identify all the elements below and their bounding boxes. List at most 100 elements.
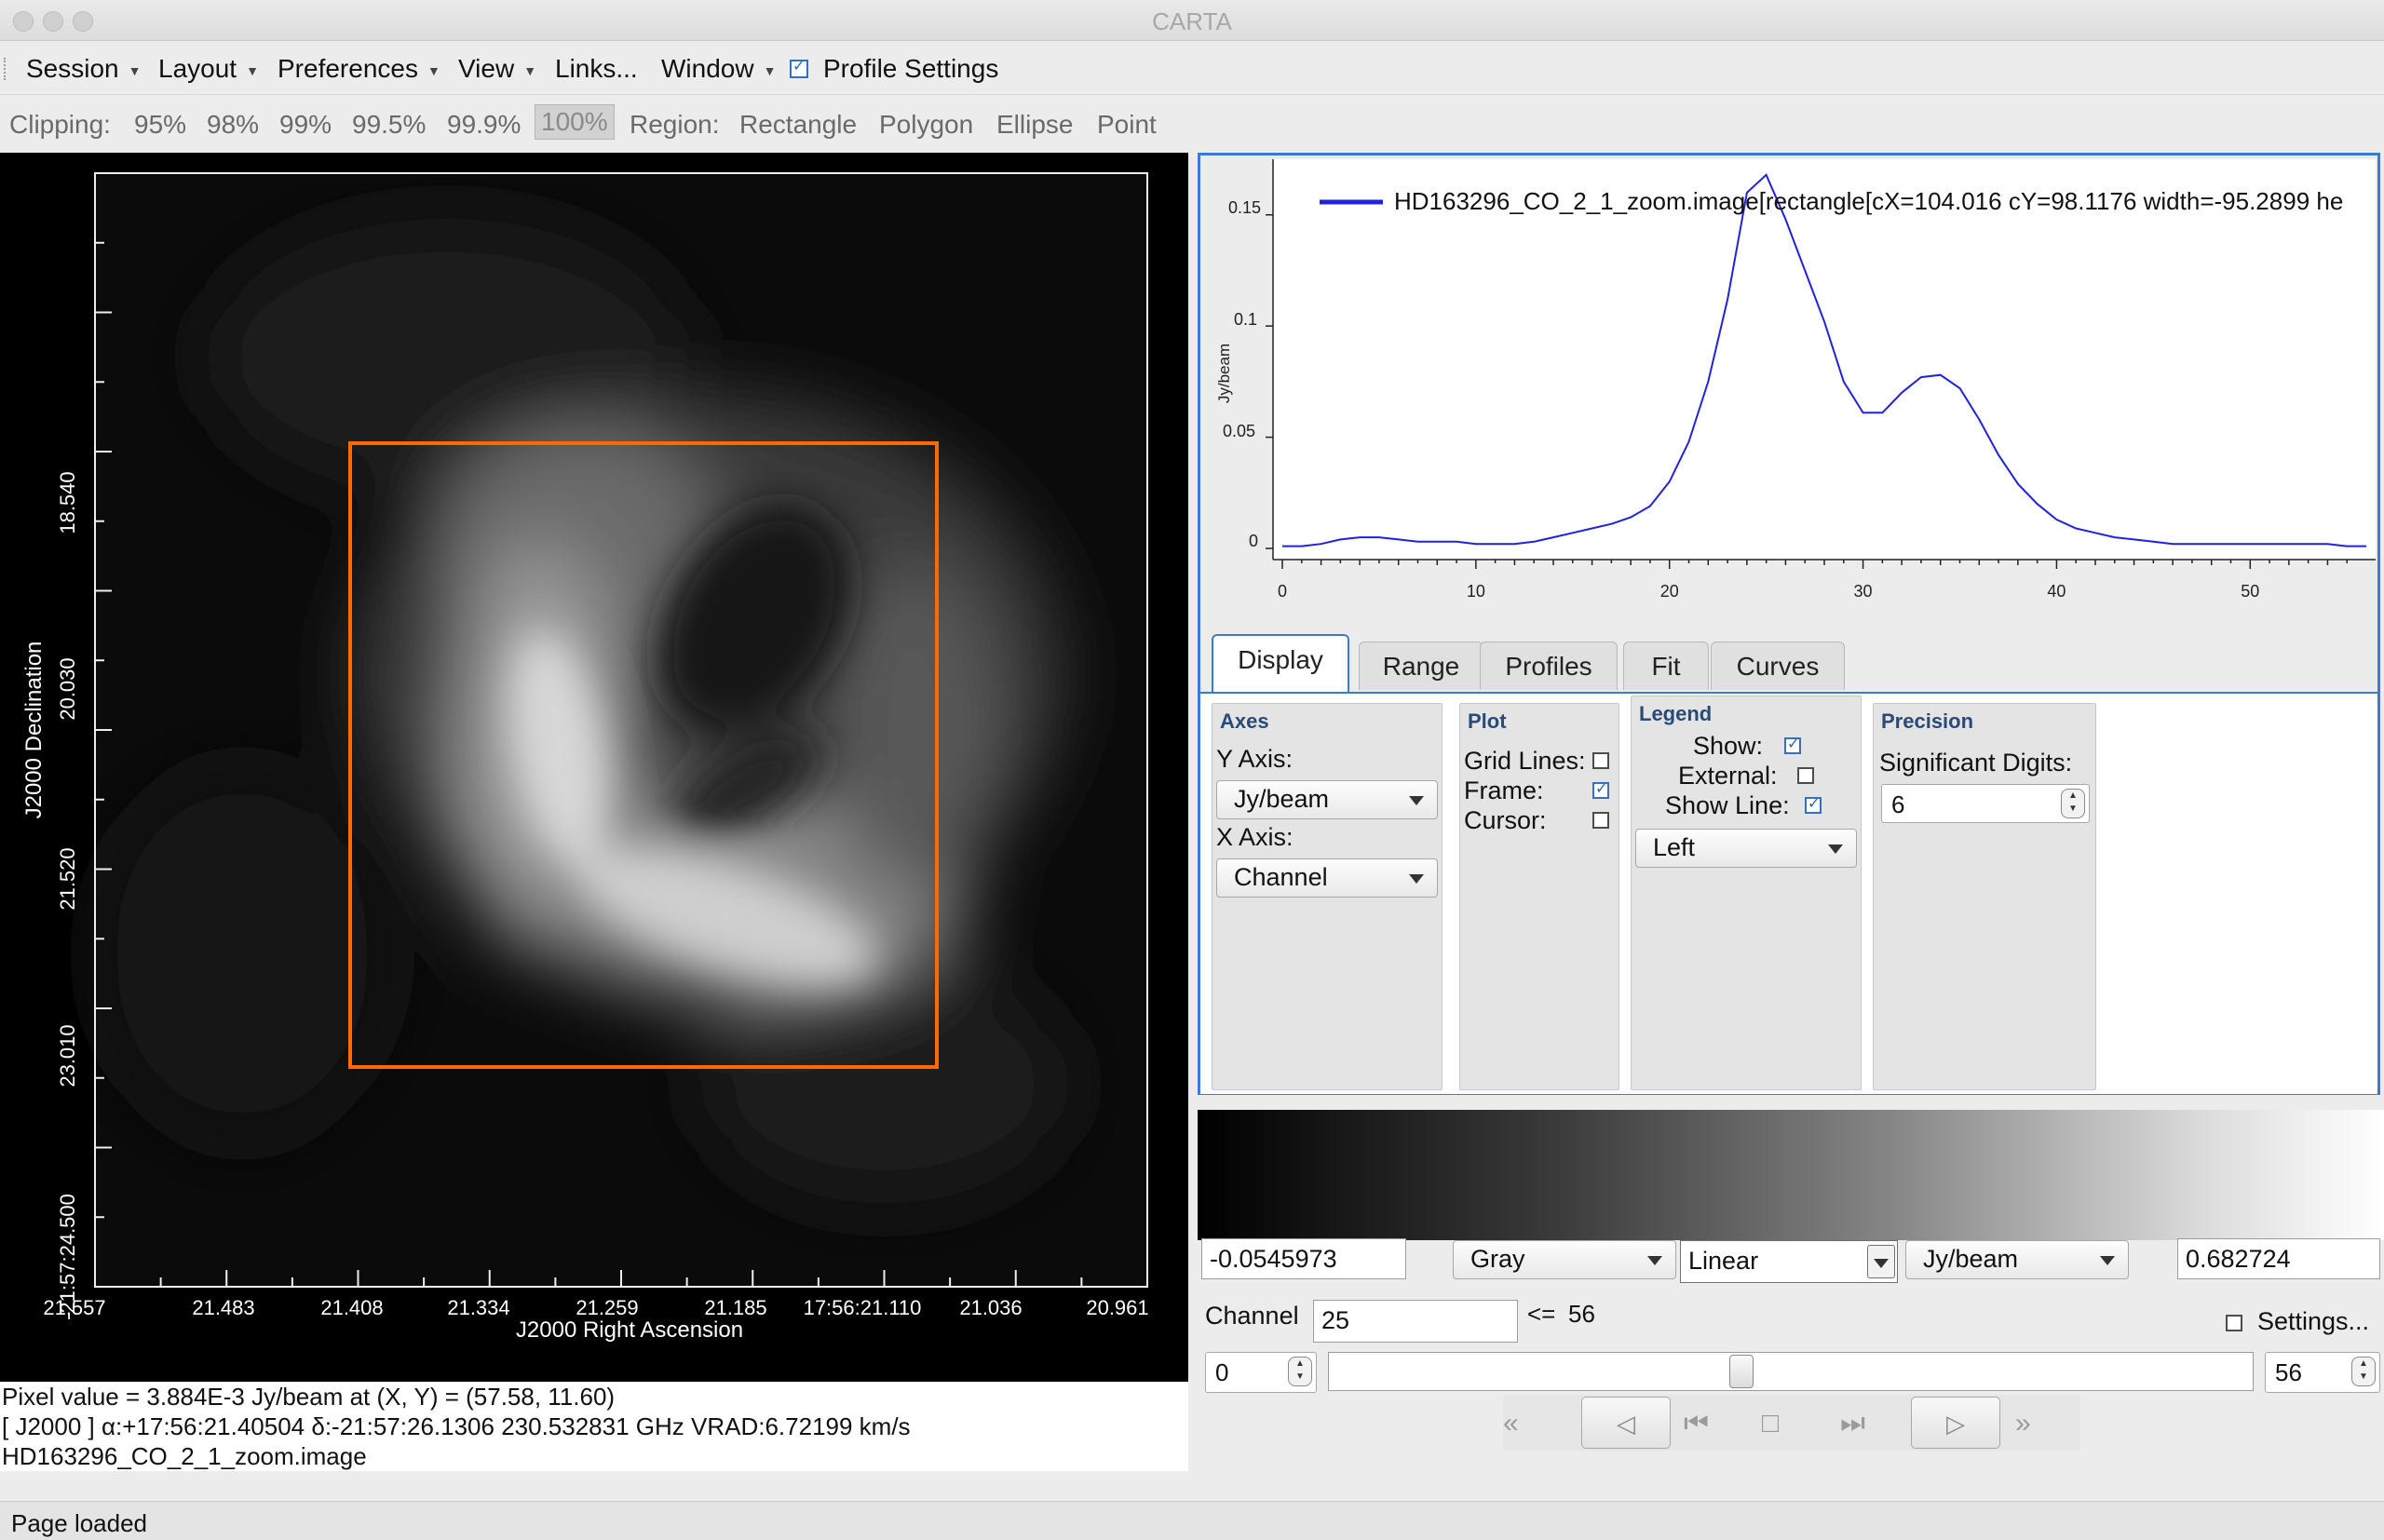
ra-tick-label: 21.408 bbox=[320, 1296, 383, 1319]
region-ellipse-button[interactable]: Ellipse bbox=[996, 110, 1074, 139]
region-rectangle-button[interactable]: Rectangle bbox=[739, 110, 858, 139]
region-label: Region: bbox=[630, 110, 720, 139]
clipping-99-5-button[interactable]: 99.5% bbox=[352, 110, 427, 139]
legend-position-select[interactable]: Left bbox=[1635, 829, 1857, 868]
skip-to-end-icon[interactable]: ⏭ bbox=[1840, 1408, 1865, 1439]
close-window-button[interactable] bbox=[13, 11, 34, 32]
minimize-window-button[interactable] bbox=[43, 11, 63, 32]
profile-chart-svg[interactable] bbox=[1200, 155, 2377, 612]
clipping-100-button[interactable]: 100% bbox=[535, 104, 615, 140]
range-end-input[interactable]: 56 ▲ ▼ bbox=[2265, 1352, 2380, 1393]
y-axis-unit-select[interactable]: Jy/beam bbox=[1216, 780, 1438, 819]
colormap-select[interactable]: Gray bbox=[1453, 1240, 1676, 1279]
world-coordinate-text: [ J2000 ] α:+17:56:21.40504 δ:-21:57:26.… bbox=[2, 1412, 911, 1440]
significant-digits-input[interactable]: 6 ▲ ▼ bbox=[1881, 784, 2090, 823]
plot-group-title: Plot bbox=[1468, 709, 1507, 733]
menu-layout[interactable]: Layout ▼ bbox=[158, 54, 259, 84]
ra-tick-label: 21.185 bbox=[704, 1296, 766, 1319]
legend-show-line-checkbox[interactable] bbox=[1805, 794, 1822, 814]
clipping-99-9-button[interactable]: 99.9% bbox=[447, 110, 522, 139]
profile-plot[interactable]: 0.15 0.1 0.05 0 0 10 20 30 40 50 Jy/beam HD16… bbox=[1200, 155, 2377, 612]
menu-window[interactable]: Window ▼ bbox=[661, 54, 776, 84]
menu-preferences[interactable]: Preferences ▼ bbox=[278, 54, 440, 84]
skip-to-start-icon[interactable]: ⏮ bbox=[1684, 1408, 1709, 1439]
menu-profile-settings[interactable]: Profile Settings bbox=[823, 54, 999, 83]
chevron-down-icon bbox=[1828, 844, 1843, 854]
dec-axis-label: J2000 Declination bbox=[21, 642, 47, 819]
spinner-arrows-icon[interactable]: ▲ ▼ bbox=[2351, 1357, 2376, 1386]
triangle-left-icon: ◁ bbox=[1617, 1410, 1635, 1438]
cursor-info-panel: Pixel value = 3.884E-3 Jy/beam at (X, Y)… bbox=[0, 1382, 1188, 1471]
stop-icon[interactable]: □ bbox=[1762, 1408, 1780, 1439]
menu-layout-label: Layout bbox=[158, 54, 237, 83]
tab-curves[interactable]: Curves bbox=[1711, 642, 1845, 690]
tab-fit[interactable]: Fit bbox=[1623, 642, 1709, 690]
toolbar-grip-icon[interactable] bbox=[4, 58, 7, 80]
channel-slider-track[interactable] bbox=[1328, 1352, 2254, 1391]
dec-tick-label: 23.010 bbox=[56, 1024, 79, 1087]
settings-checkbox[interactable] bbox=[2226, 1315, 2242, 1331]
profile-panel: 0.15 0.1 0.05 0 0 10 20 30 40 50 Jy/beam HD16… bbox=[1198, 153, 2380, 1095]
menu-links[interactable]: Links... bbox=[555, 54, 638, 84]
step-back-button[interactable]: ◁ bbox=[1581, 1397, 1671, 1449]
x-axis-unit-value: Channel bbox=[1234, 863, 1328, 891]
menu-session[interactable]: Session ▼ bbox=[26, 54, 141, 84]
menu-view[interactable]: View ▼ bbox=[458, 54, 536, 84]
y-tick-label: 0.05 bbox=[1223, 422, 1256, 440]
legend-external-checkbox[interactable] bbox=[1797, 767, 1814, 784]
spinner-arrows-icon[interactable]: ▲ ▼ bbox=[1288, 1357, 1312, 1386]
step-forward-button[interactable]: ▷ bbox=[1911, 1397, 2000, 1449]
tab-display[interactable]: Display bbox=[1212, 634, 1349, 692]
tab-range[interactable]: Range bbox=[1359, 642, 1483, 690]
x-tick-label: 0 bbox=[1277, 582, 1288, 601]
precision-group: Precision Significant Digits: 6 ▲ ▼ bbox=[1873, 703, 2096, 1090]
dec-tick-label: 20.030 bbox=[56, 657, 79, 720]
profile-y-axis-label: Jy/beam bbox=[1215, 343, 1234, 404]
tab-profiles[interactable]: Profiles bbox=[1480, 642, 1618, 690]
channel-slider-handle[interactable] bbox=[1729, 1355, 1754, 1388]
zoom-window-button[interactable] bbox=[73, 11, 93, 32]
ra-tick-label: 21.557 bbox=[43, 1296, 105, 1319]
profile-settings-checkbox[interactable] bbox=[790, 57, 808, 78]
chevron-down-icon bbox=[1409, 796, 1424, 805]
chevron-down-icon: ▼ bbox=[128, 62, 142, 78]
frame-checkbox[interactable] bbox=[1592, 779, 1609, 799]
x-axis-unit-select[interactable]: Channel bbox=[1216, 858, 1438, 898]
image-canvas[interactable]: 21.557 21.483 21.408 21.334 21.259 21.185 17:5… bbox=[0, 153, 1188, 1382]
colormap-min-input[interactable]: -0.0545973 bbox=[1201, 1238, 1406, 1279]
spinner-arrows-icon[interactable]: ▲ ▼ bbox=[2061, 789, 2085, 818]
ra-axis-label: J2000 Right Ascension bbox=[516, 1317, 743, 1343]
cursor-checkbox[interactable] bbox=[1592, 812, 1609, 829]
region-rectangle[interactable] bbox=[348, 441, 939, 1069]
region-point-button[interactable]: Point bbox=[1097, 110, 1157, 139]
fast-forward-icon[interactable]: » bbox=[2015, 1408, 2031, 1439]
scale-select[interactable]: Linear bbox=[1680, 1240, 1898, 1283]
clipping-95-button[interactable]: 95% bbox=[134, 110, 187, 139]
scale-value: Linear bbox=[1688, 1247, 1759, 1275]
channel-label: Channel bbox=[1205, 1302, 1299, 1330]
legend-show-checkbox[interactable] bbox=[1784, 735, 1801, 754]
ra-tick-label: 21.483 bbox=[192, 1296, 254, 1319]
plot-group: Plot Grid Lines: Frame: Cursor: bbox=[1459, 703, 1619, 1090]
legend-position-value: Left bbox=[1653, 833, 1696, 861]
region-polygon-button[interactable]: Polygon bbox=[879, 110, 974, 139]
channel-max-value: 56 bbox=[1568, 1300, 1595, 1328]
colormap-gradient bbox=[1198, 1110, 2384, 1240]
rewind-icon[interactable]: « bbox=[1503, 1408, 1519, 1439]
settings-label[interactable]: Settings... bbox=[2257, 1307, 2370, 1335]
clipping-99-button[interactable]: 99% bbox=[279, 110, 332, 139]
clipping-98-button[interactable]: 98% bbox=[207, 110, 260, 139]
legend-external-label: External: bbox=[1678, 762, 1778, 790]
colormap-unit-select[interactable]: Jy/beam bbox=[1905, 1240, 2129, 1279]
triangle-right-icon: ▷ bbox=[1946, 1410, 1965, 1438]
axes-group: Axes Y Axis: Jy/beam X Axis: Channel bbox=[1212, 703, 1443, 1090]
channel-input[interactable]: 25 bbox=[1313, 1300, 1518, 1343]
range-start-input[interactable]: 0 ▲ ▼ bbox=[1205, 1352, 1317, 1393]
grid-lines-checkbox[interactable] bbox=[1592, 752, 1609, 769]
range-start-value: 0 bbox=[1215, 1358, 1229, 1386]
dec-tick-label: -21:57:24.500 bbox=[56, 1194, 79, 1320]
chevron-down-icon[interactable] bbox=[1867, 1245, 1895, 1278]
x-tick-label: 10 bbox=[1466, 582, 1485, 601]
colormap-max-input[interactable]: 0.682724 bbox=[2177, 1238, 2380, 1279]
image-viewer[interactable]: 21.557 21.483 21.408 21.334 21.259 21.185 17:5… bbox=[0, 153, 1188, 1382]
